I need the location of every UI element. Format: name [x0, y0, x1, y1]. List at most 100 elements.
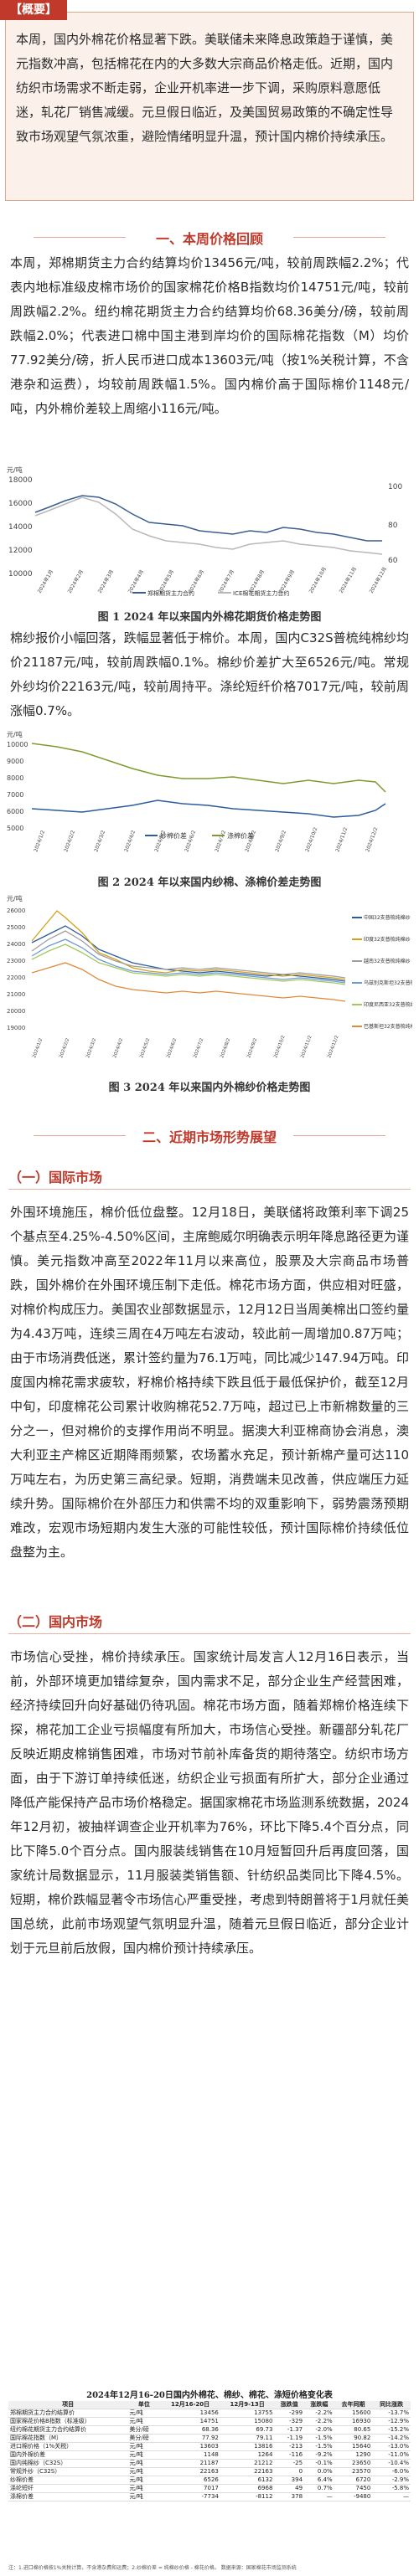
- table-cell: -2.0%: [304, 2425, 334, 2435]
- x-tick: 2024年10月: [308, 566, 328, 594]
- table-header-cell: 12月9-13日: [220, 2401, 275, 2409]
- table-row: 国家棉花价格B指数（标准级） 元/吨 14751 15080 -329 -2.2% 1693…: [8, 2417, 411, 2426]
- table-cell: 13603: [160, 2442, 220, 2451]
- table-cell: -1.5%: [304, 2434, 334, 2443]
- table-cell: 元/吨: [127, 2442, 161, 2451]
- table-cell: -116: [274, 2450, 305, 2460]
- table-cell: -0.1%: [304, 2459, 334, 2468]
- table-cell: 涤纶短纤: [8, 2484, 128, 2493]
- table-cell: -14.2%: [372, 2434, 411, 2443]
- y-tick: 8000: [7, 774, 23, 782]
- table-cell: 21187: [160, 2459, 220, 2468]
- table-cell: 0.0%: [304, 2467, 334, 2476]
- section1-para2: 棉纱报价小幅回落，跌幅显著低于棉价。本周，国内C32S普梳纯棉纱均价21187元…: [10, 626, 409, 725]
- paragraph-text: 本周，郑棉期货主力合约结算均价13456元/吨，较前周跌幅2.2%；代表内地标准…: [10, 255, 409, 416]
- table-cell: -13.0%: [372, 2442, 411, 2451]
- x-tick: 2024/3/2: [93, 830, 106, 853]
- y-tick: 20000: [7, 1008, 25, 1015]
- y-ticks: 26000 25000 24000 23000 22000 21000 2000…: [7, 908, 25, 1031]
- table-row: 进口棉价格（1%关税） 元/吨 13603 13816 -213 -1.5% 15640 -1…: [8, 2442, 411, 2451]
- y-right-ticks: 100 80 60: [388, 483, 402, 565]
- table-cell: 14751: [160, 2417, 220, 2426]
- y-axis-unit: 元/吨: [7, 894, 23, 902]
- x-axis-ticks: 2024/1/2 2024/2/2 2024/3/2 2024/4/2 2024…: [33, 826, 379, 852]
- summary-tag: 【概要】: [0, 0, 67, 20]
- section2-title: 二、近期市场形势展望: [142, 1129, 277, 1145]
- y-axis-unit: 元/吨: [7, 465, 23, 474]
- chart-legend: 中国32支普梳纯棉纱 印度32支普梳纯棉纱 越南32支普梳纯棉纱 乌兹别克斯坦3…: [352, 914, 412, 1030]
- x-tick: 2024/8/2: [220, 1037, 231, 1058]
- table-header-cell: 去年同期: [334, 2401, 373, 2409]
- table-cell: -7734: [160, 2492, 220, 2501]
- ice-cotton-line: [34, 496, 383, 555]
- x-tick: 2024年11月: [338, 566, 358, 594]
- y-tick: 18000: [8, 476, 33, 485]
- table-cell: -25: [274, 2459, 305, 2468]
- figure3-caption: 图 3 2024 年以来国内外棉纱价格走势图: [108, 1082, 311, 1094]
- y-axis-unit: 元/吨: [7, 730, 23, 738]
- table-cell: 国内纯棉纱（C32S）: [8, 2459, 128, 2468]
- section-divider-right: [293, 237, 385, 238]
- y-ticks: 10000 9000 8000 7000 6000 5000: [7, 741, 28, 832]
- table-cell: 美分/磅: [127, 2434, 161, 2443]
- table-header-cell: 项目: [8, 2401, 128, 2409]
- table-cell: -2.2%: [304, 2417, 334, 2426]
- legend-label: 乌兹别克斯坦32支普梳纯棉纱: [364, 979, 412, 986]
- table-cell: 进口棉价格（1%关税）: [8, 2442, 128, 2451]
- table-cell: -12.9%: [372, 2417, 411, 2426]
- x-tick: 2024/6/2: [166, 1037, 178, 1058]
- x-tick: 2024年4月: [127, 568, 145, 594]
- table-title: 2024年12月16-20日国内外棉花、棉纱、棉花、涤短价格变化表: [86, 2391, 333, 2400]
- table-cell: -13.7%: [372, 2409, 411, 2418]
- x-tick: 2024/1/2: [32, 1037, 44, 1058]
- table-cell: 79.11: [220, 2434, 275, 2443]
- table-row: 郑棉期货主力合约结算价 元/吨 13456 13755 -299 -2.2% 15600 -1…: [8, 2409, 411, 2418]
- table-cell: 0.7%: [304, 2484, 334, 2493]
- table-cell: 22163: [160, 2467, 220, 2476]
- legend-label: 印度尼西亚32支普梳纯棉纱: [364, 1001, 412, 1008]
- table-cell: 元/吨: [127, 2467, 161, 2476]
- table-cell: 6132: [220, 2476, 275, 2485]
- subsection-rule: [8, 1189, 411, 1190]
- x-tick: 2024/1/2: [33, 830, 46, 853]
- x-tick: 2024年3月: [96, 568, 115, 594]
- table-header-cell: 涨跌幅: [304, 2401, 334, 2409]
- table-cell: -213: [274, 2442, 305, 2451]
- table-header-cell: 12月16-20日: [160, 2401, 220, 2409]
- table-cell: 90.82: [334, 2434, 373, 2443]
- table-cell: 国内外棉价差: [8, 2450, 128, 2460]
- table-row: 国内外棉价差 元/吨 1148 1264 -116 -9.2% 1290 -11.0%: [8, 2450, 411, 2460]
- table-cell: 16930: [334, 2417, 373, 2426]
- table-row: 纽约棉花期货主力合约结算价 美分/磅 68.36 69.73 -1.37 -2.0% 80.…: [8, 2425, 411, 2435]
- table-cell: -1.19: [274, 2434, 305, 2443]
- table-cell: 元/吨: [127, 2409, 161, 2418]
- yarn-cotton-spread-line: [31, 800, 386, 818]
- table-cell: 元/吨: [127, 2450, 161, 2460]
- table-cell: 21212: [220, 2459, 275, 2468]
- table-cell: 6720: [334, 2476, 373, 2485]
- table-cell: 1148: [160, 2450, 220, 2460]
- x-tick: 2024/2/2: [59, 1037, 70, 1058]
- table-header-cell: 单位: [127, 2401, 161, 2409]
- table-cell: 13816: [220, 2442, 275, 2451]
- table-cell: 常规外纱（C32S）: [8, 2467, 128, 2476]
- legend-label: 中国32支普梳纯棉纱: [364, 914, 411, 921]
- table-cell: 394: [274, 2476, 305, 2485]
- table-header-cell: 涨跌值: [274, 2401, 305, 2409]
- table-cell: 15080: [220, 2417, 275, 2426]
- table-cell: 国际棉花指数（M）: [8, 2434, 128, 2443]
- table-row: 纱棉价差 元/吨 6526 6132 394 6.4% 6720 -2.9%: [8, 2476, 411, 2485]
- y-tick: 21000: [7, 991, 25, 998]
- x-tick: 2024年12月: [368, 566, 388, 594]
- figure2-caption: 图 2 2024 年以来国内纱棉、涤棉价差走势图: [97, 877, 322, 889]
- international-market-para: 外围环境施压，棉价低位盘整。12月18日，美联储将政策利率下调25个基点至4.2…: [10, 1201, 409, 1594]
- table-cell: -8112: [220, 2492, 275, 2501]
- uzbekistan-yarn-line: [31, 938, 346, 984]
- table-cell: 23650: [334, 2459, 373, 2468]
- table-cell: 23570: [334, 2467, 373, 2476]
- legend-label: 纱棉价差: [160, 831, 187, 840]
- subsection-international-title: （一）国际市场: [8, 1170, 103, 1185]
- y-tick: 26000: [7, 908, 25, 914]
- table-cell: 元/吨: [127, 2484, 161, 2493]
- chart-legend: 郑棉期货主力合约 ICE棉花期货主力合约: [132, 589, 289, 597]
